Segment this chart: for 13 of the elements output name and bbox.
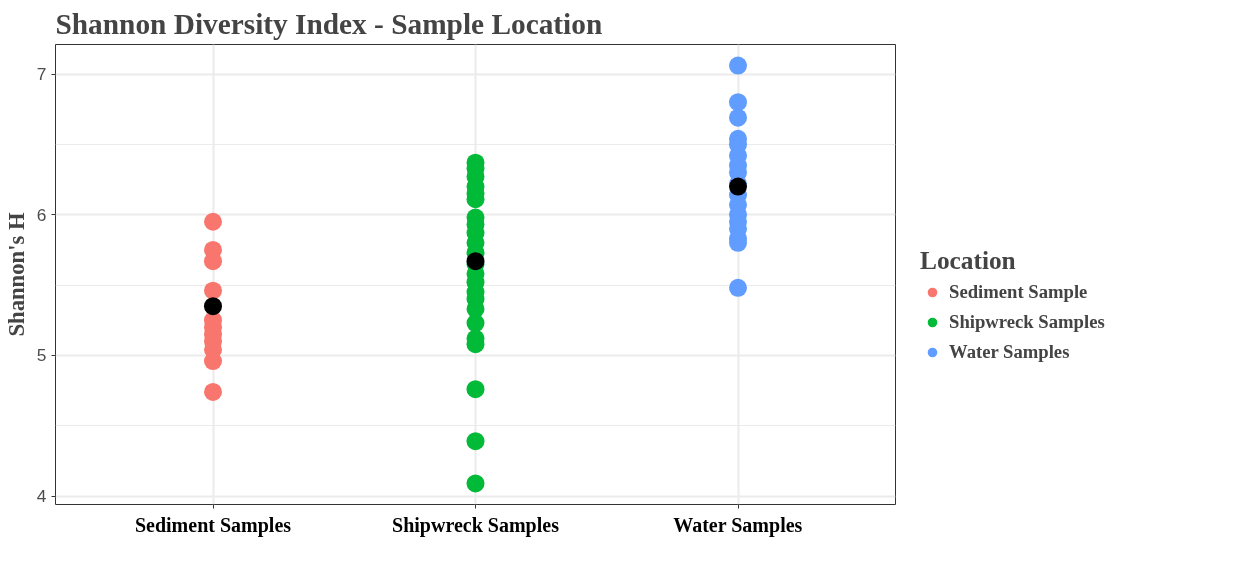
y-tick-label: 6 (36, 204, 47, 225)
x-tick-label: Water Samples (673, 513, 803, 537)
legend-title: Location (920, 246, 1017, 275)
y-axis-title: Shannon's H (3, 212, 29, 337)
x-tick-label: Shipwreck Samples (392, 513, 560, 537)
x-tick-label: Sediment Samples (134, 513, 292, 537)
y-tick-label: 5 (36, 345, 47, 366)
y-tick-label: 7 (36, 64, 47, 85)
chart-title: Shannon Diversity Index - Sample Location (55, 7, 603, 40)
legend-label: Sediment Sample (949, 281, 1088, 303)
legend-label: Shipwreck Samples (949, 311, 1105, 333)
legend-label: Water Samples (949, 341, 1070, 363)
y-tick-label: 4 (36, 486, 47, 507)
